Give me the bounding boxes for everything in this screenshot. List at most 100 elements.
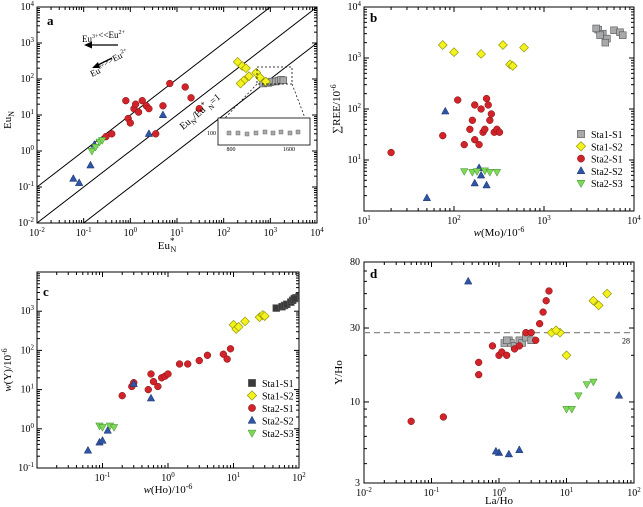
x-axis-label: La/Ho: [485, 495, 514, 507]
x-tick-label: 101: [357, 214, 371, 227]
data-point: [504, 449, 514, 458]
arrowhead: [84, 41, 92, 49]
plot-area: [37, 7, 317, 223]
data-point: [481, 125, 489, 133]
x-tick-label: 100: [161, 471, 175, 484]
inset-point: [278, 129, 284, 135]
x-tick-label: 10-1: [424, 486, 440, 499]
series-Sta1-S1: [592, 24, 627, 47]
panel-letter: d: [370, 266, 378, 281]
data-point: [387, 148, 395, 157]
inset-x-tick-label: 800: [227, 147, 236, 153]
y-tick-label: 100: [21, 422, 35, 435]
data-point: [166, 79, 174, 88]
x-tick-label: 100: [124, 226, 138, 239]
data-point: [482, 180, 491, 189]
data-point: [233, 321, 244, 332]
data-point: [460, 168, 469, 176]
data-point: [187, 94, 195, 102]
data-point: [577, 154, 585, 163]
data-point: [203, 351, 212, 359]
data-point: [470, 178, 479, 187]
data-point: [108, 130, 116, 138]
data-point: [181, 83, 189, 91]
panel-b: b 101 102 103 104 101 102 103 104 w(Mo)/10-6 ∑REE/…: [329, 0, 641, 239]
data-point: [144, 385, 152, 394]
data-point: [69, 174, 78, 182]
reference-line-label: 28: [622, 337, 630, 346]
inset-point: [253, 130, 259, 136]
data-point: [503, 351, 511, 359]
data-point: [146, 393, 156, 402]
data-point: [507, 61, 518, 71]
data-point: [486, 116, 494, 124]
data-point: [98, 436, 107, 444]
series-Sta1-S2: [546, 288, 612, 361]
data-point: [248, 379, 256, 387]
series-Sta1-S2: [437, 40, 529, 71]
data-point: [468, 116, 477, 124]
data-point: [134, 108, 143, 116]
data-point: [159, 102, 167, 110]
y-axis-label: EuN: [2, 111, 16, 129]
y-tick-label: 103: [21, 304, 35, 317]
x-tick-label: 102: [217, 226, 231, 239]
y-tick-label: 103: [21, 36, 35, 49]
inset-point: [244, 131, 250, 137]
x-tick-label: 102: [627, 486, 641, 499]
data-point: [147, 370, 155, 378]
panel-d: d 10-2 10-1 100 101 102 3 10 30 80 28 La/Ho Y/Ho: [333, 257, 641, 507]
data-point: [577, 130, 585, 138]
legend-label: Sta1-S1: [262, 379, 294, 390]
data-point: [175, 360, 184, 368]
data-point: [498, 40, 508, 50]
data-point: [596, 31, 604, 39]
series-Sta2-S2: [69, 110, 168, 186]
data-point: [460, 140, 468, 149]
data-point: [582, 381, 591, 389]
y-tick-label: 10-1: [18, 180, 34, 193]
data-point: [240, 316, 250, 327]
data-point: [118, 392, 126, 400]
x-axis-label: w(Mo)/10-6: [474, 225, 525, 239]
data-point: [466, 125, 474, 133]
y-axis-label: w(Y)/10-6: [0, 348, 14, 391]
data-point: [219, 350, 228, 358]
data-point: [576, 180, 586, 189]
series-Sta2-S3: [562, 378, 598, 414]
data-point: [545, 287, 553, 295]
data-point: [484, 101, 492, 109]
data-point: [195, 105, 203, 113]
inset-point: [235, 130, 241, 136]
inset-point: [287, 130, 293, 136]
inset-point: [226, 130, 232, 136]
y-tick-label: 104: [21, 0, 35, 13]
data-point: [449, 47, 459, 58]
data-point: [247, 415, 257, 424]
series-Sta2-S1: [102, 79, 203, 141]
data-point: [164, 370, 172, 378]
x-tick-label: 10-2: [356, 486, 372, 499]
panel-letter: b: [370, 10, 377, 25]
legend-label: Sta2-S3: [591, 179, 623, 190]
y-axis-label: Y/Ho: [333, 360, 345, 385]
x-tick-label: 104: [627, 214, 641, 227]
x-tick-label: 101: [170, 226, 184, 239]
legend-label: Sta2-S1: [591, 155, 623, 166]
data-point: [454, 96, 462, 104]
data-point: [485, 169, 494, 177]
data-point: [592, 24, 600, 33]
x-tick-label: 103: [264, 226, 278, 239]
plot-area: [83, 292, 299, 454]
data-point: [535, 320, 544, 328]
plot-area: [364, 276, 634, 458]
data-point: [477, 105, 485, 113]
data-point: [154, 382, 162, 391]
data-point: [138, 97, 146, 105]
x-tick-label: 102: [292, 471, 306, 484]
data-point: [475, 358, 483, 367]
data-point: [487, 110, 495, 118]
data-point: [126, 119, 134, 127]
data-point: [464, 276, 473, 285]
